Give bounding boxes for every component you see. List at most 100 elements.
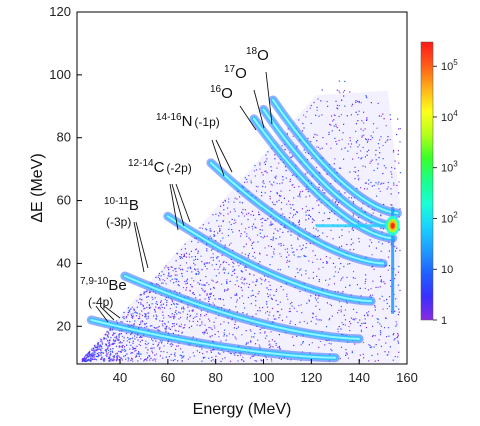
scatter-point	[97, 356, 99, 358]
scatter-point	[94, 353, 96, 356]
scatter-point	[310, 104, 312, 107]
scatter-point	[157, 329, 159, 331]
scatter-point	[395, 305, 397, 307]
scatter-point	[230, 242, 232, 244]
scatter-point	[177, 303, 179, 305]
scatter-point	[251, 225, 253, 228]
scatter-point	[175, 260, 177, 262]
scatter-point	[377, 359, 379, 362]
scatter-point	[153, 308, 156, 311]
scatter-point	[104, 333, 107, 335]
scatter-point	[106, 335, 109, 337]
scatter-point	[305, 219, 307, 221]
scatter-point	[162, 311, 164, 313]
scatter-point	[298, 304, 300, 307]
scatter-point	[270, 238, 272, 241]
scatter-point	[152, 340, 154, 342]
scatter-point	[346, 115, 348, 117]
scatter-point	[231, 228, 233, 231]
scatter-point	[216, 256, 218, 259]
scatter-point	[332, 120, 334, 122]
scatter-point	[395, 325, 397, 327]
scatter-point	[282, 231, 284, 234]
scatter-point	[371, 315, 374, 317]
scatter-point	[270, 358, 273, 360]
scatter-point	[312, 313, 314, 315]
scatter-point	[270, 190, 272, 193]
scatter-point	[379, 298, 381, 300]
scatter-point	[346, 276, 348, 279]
scatter-point	[254, 360, 256, 362]
scatter-point	[107, 331, 110, 333]
scatter-point	[172, 315, 174, 318]
colorbar-tick-label: 105	[441, 58, 458, 73]
annotation-leader-line	[175, 183, 191, 223]
scatter-point	[378, 339, 380, 341]
scatter-point	[289, 322, 291, 324]
scatter-point	[213, 287, 215, 289]
scatter-point	[186, 316, 188, 318]
scatter-point	[357, 113, 359, 116]
scatter-point	[344, 147, 346, 149]
scatter-point	[234, 321, 236, 323]
scatter-point	[342, 91, 344, 93]
scatter-point	[220, 340, 222, 342]
scatter-point	[358, 177, 360, 179]
scatter-point	[140, 323, 142, 325]
scatter-point	[280, 195, 282, 197]
scatter-point	[149, 355, 151, 357]
scatter-point	[259, 332, 261, 334]
scatter-point	[155, 327, 158, 329]
scatter-point	[182, 356, 184, 358]
scatter-point	[274, 340, 276, 343]
scatter-point	[89, 350, 91, 352]
scatter-point	[312, 271, 315, 273]
scatter-point	[340, 311, 342, 313]
scatter-point	[145, 340, 147, 342]
scatter-point	[371, 294, 374, 296]
scatter-point	[121, 321, 124, 323]
scatter-point	[278, 347, 281, 349]
scatter-point	[223, 260, 225, 263]
scatter-point	[132, 342, 134, 344]
scatter-point	[104, 359, 106, 361]
scatter-point	[291, 251, 294, 254]
scatter-point	[232, 231, 234, 233]
scatter-point	[105, 344, 107, 347]
scatter-point	[380, 227, 382, 230]
annotation-b: 10-11B(-3p)	[104, 196, 149, 273]
scatter-point	[105, 351, 107, 353]
scatter-point	[213, 304, 215, 306]
scatter-point	[386, 302, 388, 305]
scatter-point	[149, 325, 152, 327]
scatter-point	[275, 344, 277, 346]
scatter-point	[338, 167, 341, 169]
scatter-point	[205, 328, 207, 331]
scatter-point	[108, 342, 110, 345]
scatter-point	[301, 312, 303, 314]
scatter-point	[374, 360, 376, 362]
scatter-point	[143, 291, 145, 293]
scatter-point	[161, 282, 163, 284]
scatter-point	[112, 360, 114, 362]
scatter-point	[236, 294, 238, 296]
scatter-point	[278, 162, 280, 164]
scatter-point	[243, 360, 245, 362]
scatter-point	[177, 284, 179, 286]
scatter-point	[158, 342, 160, 344]
scatter-point	[314, 297, 317, 299]
scatter-point	[151, 350, 153, 352]
scatter-point	[279, 183, 281, 185]
scatter-point	[225, 339, 227, 341]
x-tick-label: 160	[396, 370, 418, 385]
scatter-point	[297, 237, 299, 239]
scatter-point	[272, 239, 274, 241]
scatter-point	[366, 312, 368, 314]
scatter-point	[368, 360, 370, 362]
scatter-point	[304, 173, 307, 175]
scatter-point	[290, 359, 292, 361]
y-tick-label: 60	[57, 193, 71, 208]
scatter-point	[123, 337, 125, 339]
colorbar-tick-label: 104	[441, 109, 458, 124]
scatter-point	[321, 189, 324, 191]
